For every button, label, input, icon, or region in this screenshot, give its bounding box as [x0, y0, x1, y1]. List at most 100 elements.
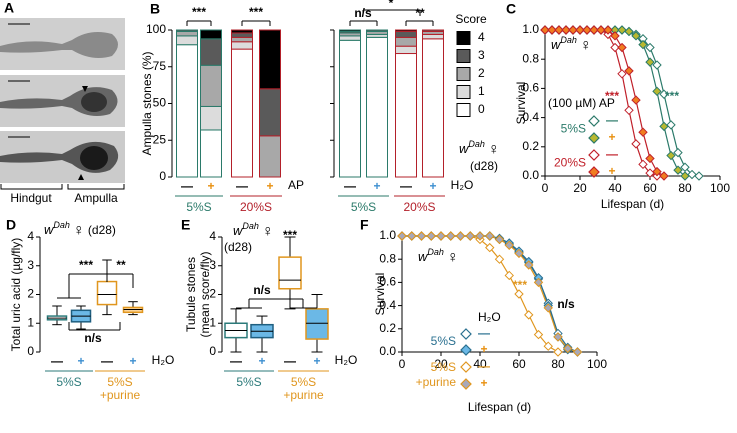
significance-label: *** [665, 89, 679, 103]
strain-label: wDah ♀ (d28) [44, 220, 116, 239]
y-axis-label: Ampulla stones (%) [140, 51, 154, 155]
strain-name: w [551, 37, 562, 52]
strain-sex: ♀ [488, 141, 500, 158]
panel-label: B [150, 1, 160, 17]
legend-swatch [456, 103, 471, 117]
strain-superscript: Dah [427, 247, 444, 257]
significance-label: n/s [354, 6, 372, 20]
legend-label: 4 [478, 30, 485, 44]
bar-segment [176, 30, 198, 37]
legend-marker [588, 132, 600, 144]
arrowhead [78, 174, 84, 180]
bar-segment [395, 29, 417, 32]
category-label: + [207, 179, 214, 193]
treatment-label: H₂O [451, 178, 474, 192]
strain-label: wDah ♀ [233, 221, 274, 240]
category-label: + [429, 179, 436, 193]
survival-marker [610, 31, 620, 41]
y-tick-label: 0.4 [379, 298, 396, 312]
strain-name: w [233, 223, 244, 238]
panel-label: D [6, 217, 16, 233]
x-tick-label: 20 [434, 357, 448, 371]
strain-sex: ♀ [73, 222, 85, 239]
survival-marker [652, 60, 662, 70]
survival-marker [631, 139, 641, 149]
strain-superscript: Dah [468, 139, 485, 149]
survival-marker [680, 162, 690, 172]
legend-marker [588, 149, 600, 161]
bar-segment [339, 39, 361, 178]
survival-marker [631, 95, 641, 105]
bar-segment [259, 88, 281, 137]
treatment-label: H₂O [335, 353, 358, 367]
survival-marker [666, 150, 676, 161]
survival-marker [407, 231, 417, 241]
x-tick-label: 40 [608, 181, 622, 195]
x-tick-label: 0 [542, 181, 549, 195]
category-label: + [77, 354, 84, 368]
survival-marker [561, 25, 571, 35]
survival-marker [624, 105, 634, 116]
region-label: Hindgut [10, 191, 52, 205]
category-label: — [344, 179, 356, 193]
bar-segment [395, 30, 417, 38]
category-label: — [230, 354, 242, 368]
survival-marker [465, 231, 475, 241]
legend-group-label: 20%S [554, 156, 586, 170]
y-tick-label: 2 [209, 287, 216, 301]
bar-segment [339, 35, 361, 41]
strain-superscript: Dah [53, 220, 70, 230]
bar-segment [231, 41, 253, 50]
tissue [0, 32, 118, 58]
category-label: — [181, 179, 193, 193]
bar-segment [231, 48, 253, 178]
significance-label: n/s [253, 283, 271, 297]
y-axis-label: Survival [514, 82, 528, 125]
bar-segment [200, 64, 222, 107]
survival-marker [638, 127, 648, 137]
y-tick-label: 25 [153, 132, 167, 146]
bar-segment [231, 32, 253, 38]
survival-marker [553, 347, 563, 357]
legend-label: 2 [478, 66, 485, 80]
significance-label: *** [605, 89, 619, 103]
panel-label: E [181, 217, 190, 233]
group-label: 5%S [291, 375, 316, 389]
group-label: 5%S [107, 375, 132, 389]
strain-label: wDah ♀ [551, 35, 592, 54]
survival-marker [426, 231, 436, 241]
legend-group-label: +purine [416, 375, 457, 389]
y-tick-label: 0.2 [522, 139, 539, 153]
y-tick-label: 0 [27, 344, 34, 358]
survival-marker [485, 231, 495, 241]
group-label: 5%S [56, 375, 81, 389]
significance-label: n/s [84, 331, 102, 345]
survival-marker [533, 277, 544, 288]
survival-marker [589, 25, 599, 35]
panel-label: C [506, 1, 516, 17]
survival-marker [524, 260, 534, 270]
x-axis-label: Lifespan (d) [601, 197, 664, 211]
y-tick-label: 2 [27, 287, 34, 301]
strain-label: wDah ♀ [418, 247, 459, 266]
strain-age: (d28) [470, 159, 498, 173]
bar-segment [176, 29, 198, 32]
survival-marker [572, 347, 583, 357]
survival-marker [533, 329, 544, 340]
legend-title: H₂O [478, 310, 501, 324]
survival-marker [504, 240, 514, 250]
significance-label: ** [116, 258, 126, 272]
y-tick-label: 3 [209, 258, 216, 272]
survival-marker [610, 42, 620, 53]
bar-segment [259, 135, 281, 178]
survival-marker [553, 332, 563, 342]
survival-marker [543, 303, 553, 313]
bar-segment [366, 36, 388, 178]
strain-name: w [459, 141, 470, 156]
x-tick-label: 60 [512, 357, 526, 371]
survival-marker [666, 120, 676, 130]
y-tick-label: 0.2 [379, 321, 396, 335]
strain-age: (d28) [88, 223, 116, 237]
strain-sex: ♀ [580, 37, 592, 54]
legend-marker [588, 115, 600, 127]
